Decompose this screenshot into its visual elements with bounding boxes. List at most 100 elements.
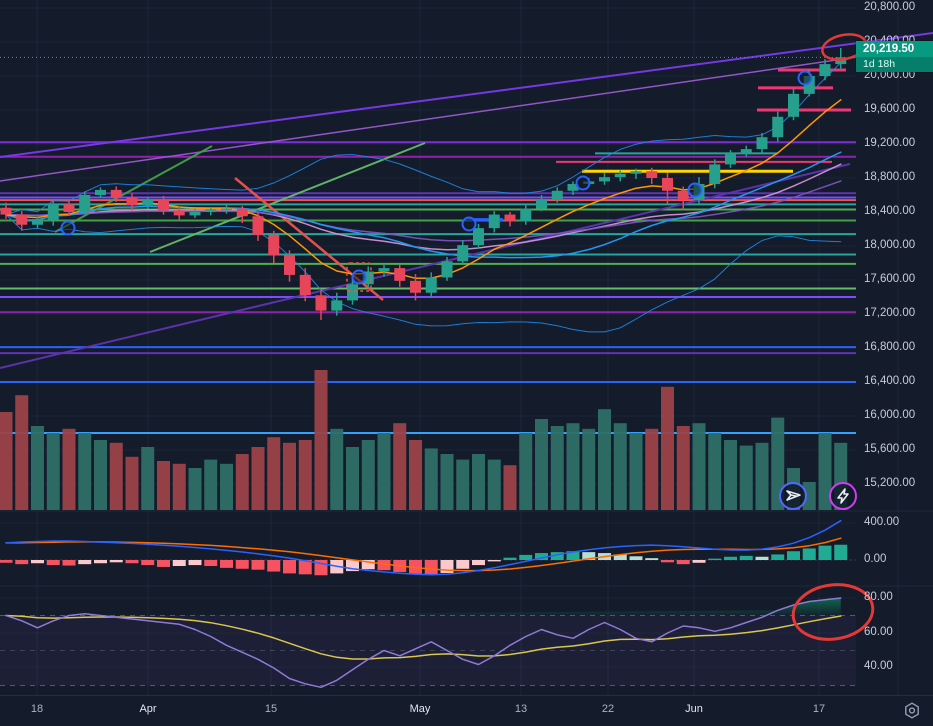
entry-marker[interactable] (797, 70, 813, 86)
ma-8 (5, 99, 842, 280)
volume-bar (613, 423, 627, 510)
candle (646, 167, 658, 184)
volume-bar (771, 417, 785, 510)
volume-bar (676, 426, 690, 510)
candle (126, 193, 138, 211)
time-axis-label: 22 (601, 703, 615, 715)
trend-line[interactable] (54, 145, 213, 233)
volume-bar (566, 423, 580, 510)
trend-line[interactable] (0, 163, 851, 369)
macd-histogram-bar (535, 553, 548, 560)
lightning-icon (829, 482, 857, 510)
macd-histogram-bar (267, 560, 281, 572)
volume-bar (487, 459, 501, 510)
entry-marker[interactable] (60, 220, 76, 236)
candle-body (347, 284, 358, 301)
lightning-icon (837, 488, 849, 504)
candle (268, 230, 280, 263)
candle (772, 111, 784, 142)
candle (158, 195, 169, 215)
candle-body (16, 214, 28, 225)
volume-bar (283, 442, 296, 510)
volume-bar (708, 433, 722, 510)
candle-body (599, 177, 610, 182)
candle (142, 196, 154, 209)
candle-body (394, 268, 406, 281)
macd-histogram-bar (645, 558, 659, 560)
macd-axis-label: 400.00 (864, 516, 900, 528)
candle-body (740, 149, 752, 155)
volume-bar (818, 433, 832, 510)
volume-bar (724, 440, 737, 510)
candle-body (299, 274, 311, 296)
macd-histogram-bar (818, 545, 832, 560)
price-axis-label: 18,800.00 (864, 171, 916, 183)
candle-body (221, 208, 232, 211)
candle (504, 212, 516, 227)
macd-histogram-bar (141, 560, 155, 566)
candle (441, 257, 453, 281)
time-axis[interactable]: 18 Apr 15 May 13 22 Jun 17 (0, 695, 933, 726)
volume-bar (393, 423, 407, 510)
candle (79, 191, 91, 215)
candle (662, 172, 673, 205)
macd-histogram-bar (424, 560, 438, 575)
volume-bar (456, 459, 470, 510)
rsi-axis-label: 40.00 (864, 660, 893, 672)
volume-bar (78, 433, 92, 510)
volume-bar (0, 412, 13, 510)
trend-line[interactable] (0, 45, 933, 182)
macd-signal-line (5, 537, 842, 572)
entry-marker[interactable] (461, 216, 477, 232)
macd-histogram-bar (94, 560, 107, 564)
candle (315, 290, 327, 320)
lightning-icon[interactable] (829, 482, 857, 510)
candle (173, 206, 185, 221)
entry-marker[interactable] (687, 182, 703, 198)
candle-body (315, 295, 327, 311)
annotation-circle[interactable] (790, 580, 877, 645)
price-axis-label: 16,000.00 (864, 409, 916, 421)
volume-bar (535, 419, 548, 510)
price-axis-label: 16,800.00 (864, 341, 916, 353)
bar-countdown: 1d 18h (856, 57, 933, 73)
macd-histogram-bar (708, 558, 722, 560)
arrow-send-icon[interactable] (779, 482, 807, 510)
rsi-ma-line (5, 614, 842, 660)
candle-body (488, 214, 500, 229)
last-price-badge[interactable]: 20,219.50 1d 18h (856, 41, 933, 73)
price-axis[interactable]: 20,800.0020,400.0020,000.0019,600.0019,2… (856, 0, 933, 695)
entry-marker[interactable] (575, 175, 591, 191)
volume-bar (141, 447, 155, 510)
trend-line[interactable] (149, 142, 426, 253)
entry-marker[interactable] (351, 269, 367, 285)
candle (709, 159, 721, 189)
candle (599, 172, 610, 185)
price-axis-label: 16,400.00 (864, 375, 916, 387)
candle (252, 212, 264, 241)
macd-histogram-bar (78, 560, 92, 565)
macd-histogram-bar (519, 554, 533, 560)
volume-bar (94, 440, 107, 510)
macd-histogram-bar (802, 548, 816, 560)
candle-body (189, 212, 201, 216)
candle-body (173, 210, 185, 216)
candle (205, 206, 217, 216)
gear-icon[interactable] (900, 699, 924, 723)
candle-body (63, 204, 75, 212)
price-axis-label: 15,200.00 (864, 477, 916, 489)
trend-line[interactable] (0, 32, 933, 158)
price-axis-label: 17,200.00 (864, 307, 916, 319)
volume-bar (661, 386, 674, 510)
volume-bar (314, 370, 328, 510)
bollinger-upper (5, 62, 842, 216)
candle (536, 195, 547, 212)
macd-line (5, 519, 842, 576)
annotation-rect[interactable] (346, 262, 372, 292)
candle-body (95, 189, 106, 195)
candle-body (646, 171, 658, 178)
candle (725, 149, 736, 168)
time-axis-label: 15 (264, 703, 278, 715)
volume-bar (440, 454, 454, 510)
